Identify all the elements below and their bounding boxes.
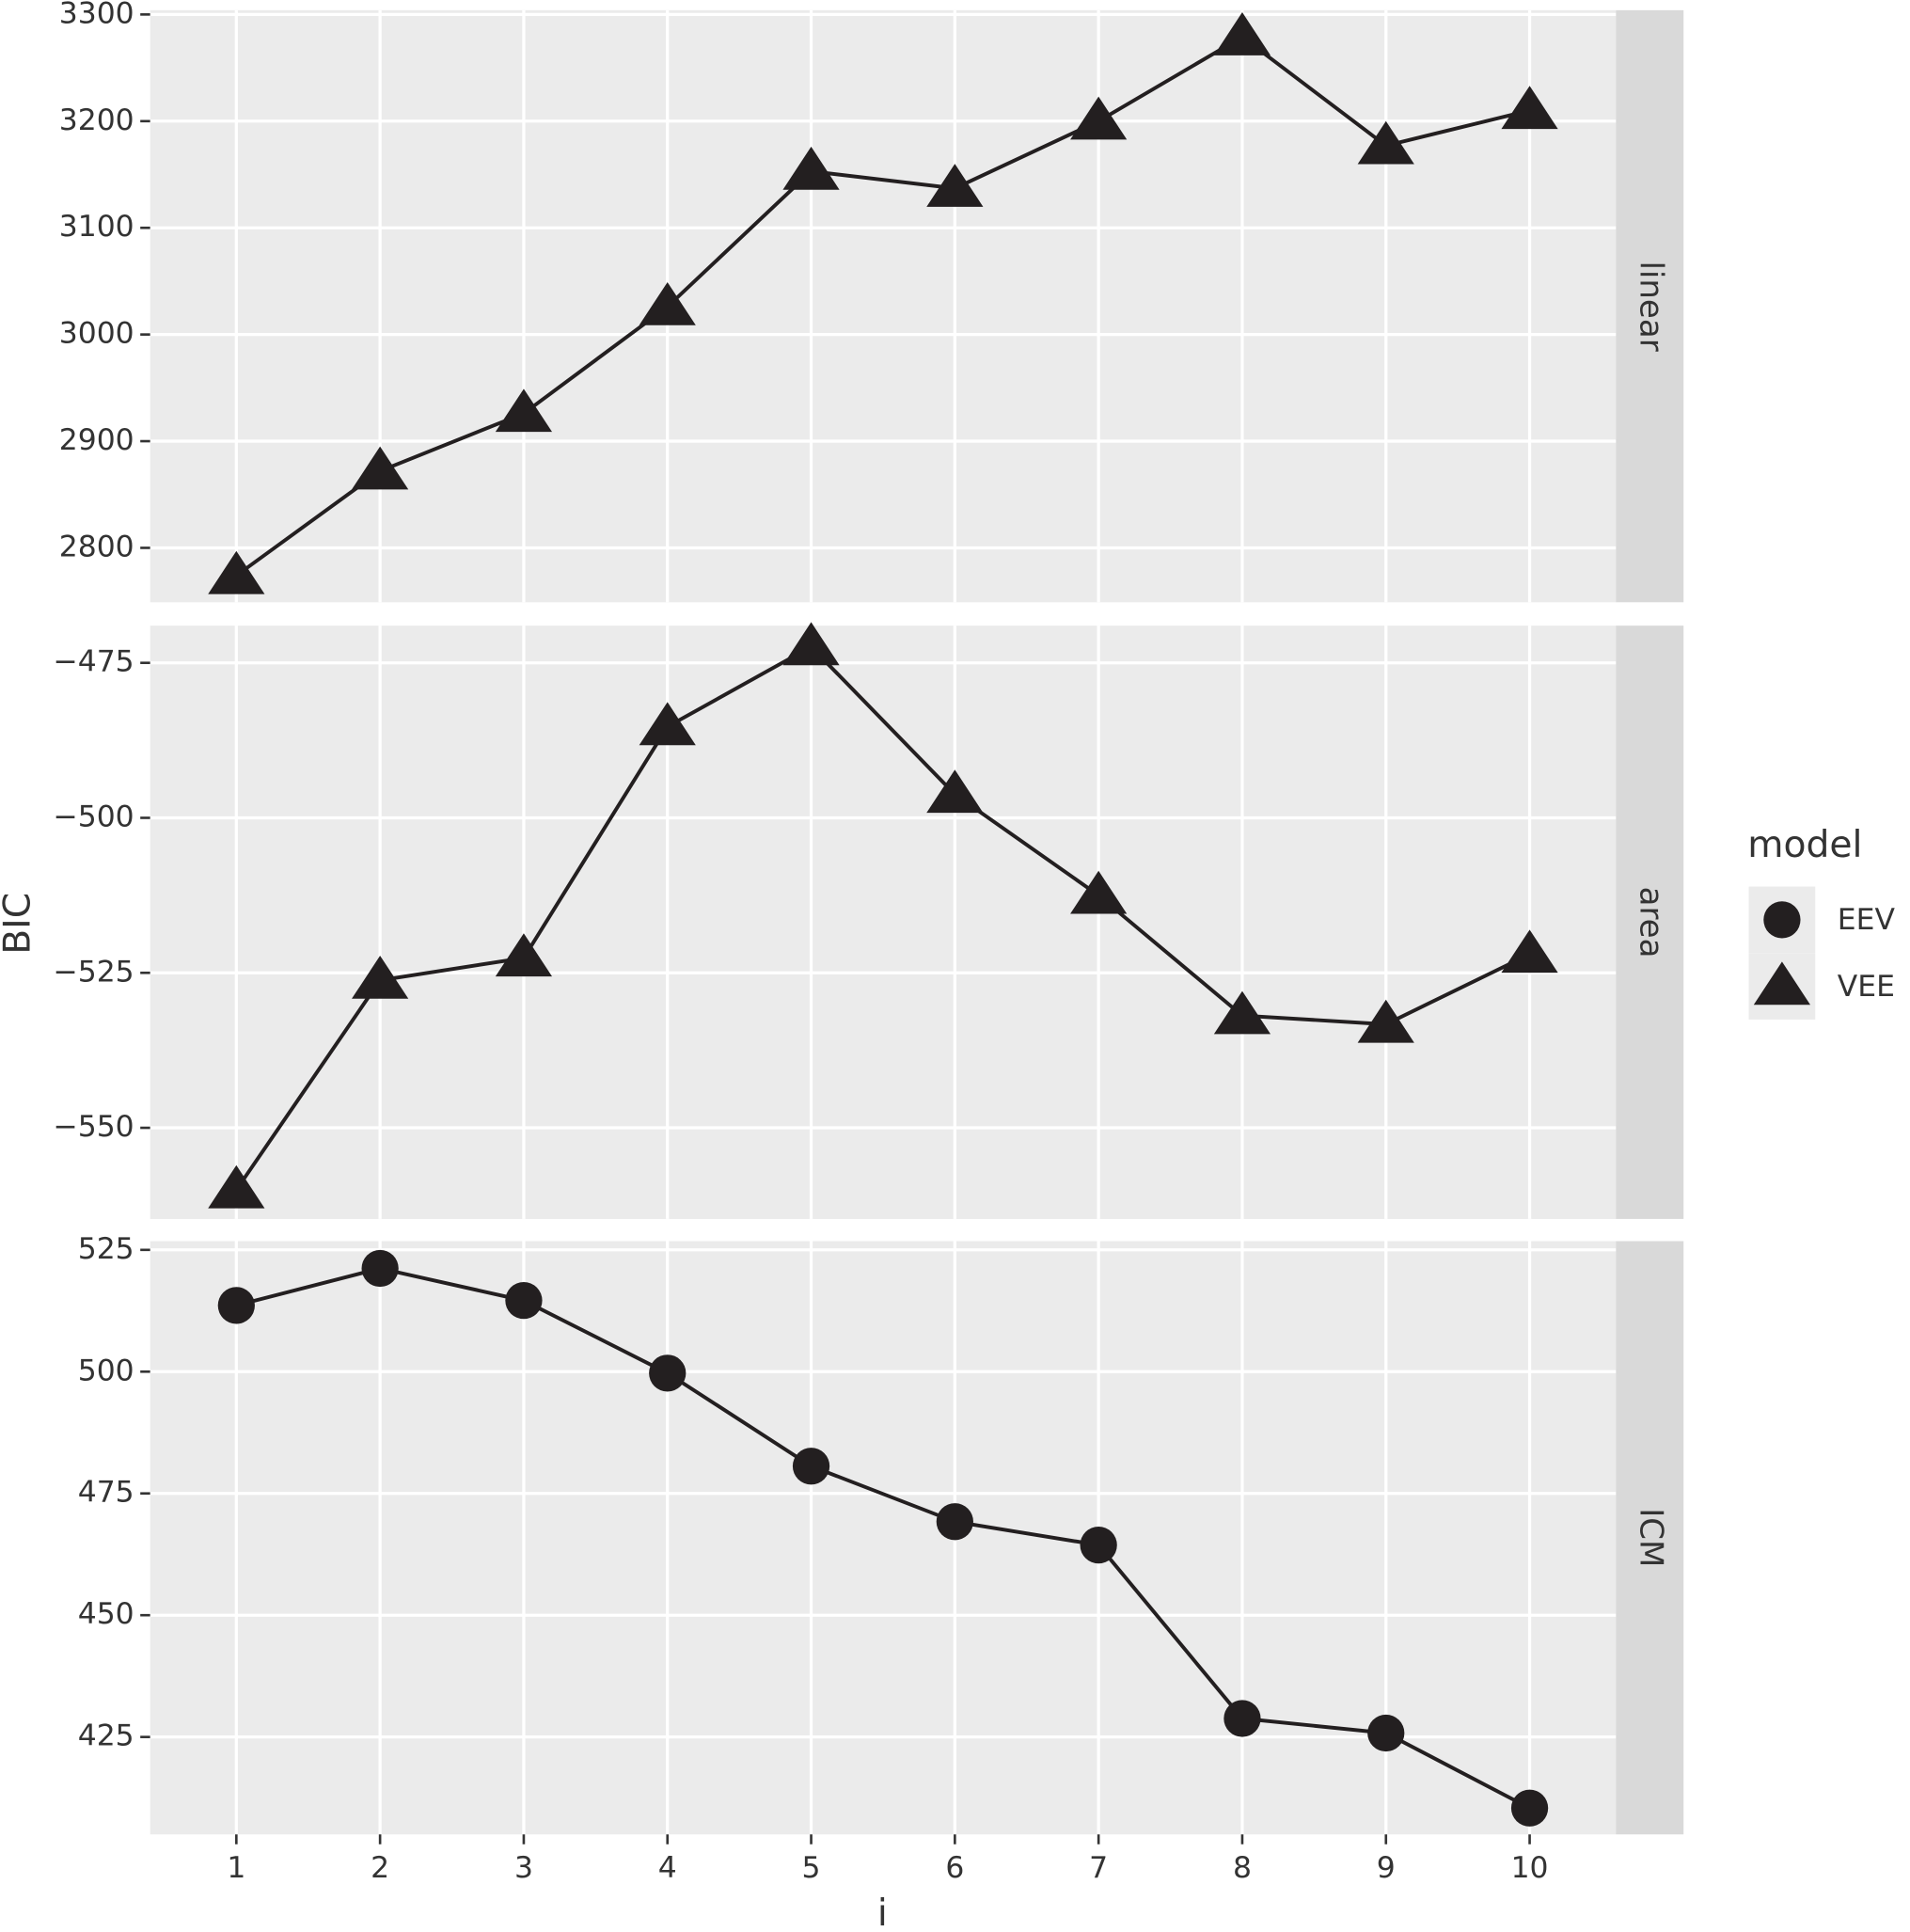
marker [1501,86,1558,130]
marker [792,1448,830,1485]
x-tick-label: 2 [371,1851,389,1885]
y-tick-label: −550 [53,1110,134,1144]
y-tick-label: 425 [78,1719,134,1753]
marker [505,1282,543,1320]
y-tick-label: 2900 [59,423,134,457]
x-axis-label: i [877,1892,888,1932]
marker [639,702,696,746]
strip [1616,1241,1684,1835]
marker [782,146,840,190]
strip [1616,9,1684,603]
x-tick-label: 4 [658,1851,677,1885]
marker [782,622,840,666]
y-tick-label: 3200 [59,103,134,137]
y-tick-label: 3300 [59,0,134,30]
marker [936,1503,973,1541]
x-tick-label: 1 [227,1851,245,1885]
series-line [234,644,1531,1192]
strip-label: ICM [1633,1508,1670,1567]
legend-label: EEV [1838,903,1896,937]
marker [1357,999,1414,1043]
x-tick-label: 9 [1377,1851,1396,1885]
x-tick-label: 10 [1511,1851,1549,1885]
marker [495,933,553,977]
marker [926,769,984,814]
marker [495,388,553,433]
marker [208,550,265,594]
marker [1070,870,1128,914]
marker [639,281,696,325]
marker [1070,96,1128,140]
y-tick-label: 2800 [59,530,134,563]
x-tick-label: 3 [514,1851,533,1885]
panel-background [150,9,1617,603]
marker [1367,1714,1405,1752]
x-tick-label: 5 [802,1851,821,1885]
marker [352,446,409,490]
y-tick-label: 3000 [59,317,134,351]
x-tick-label: 8 [1233,1851,1252,1885]
series-line [235,34,1531,578]
y-tick-label: 450 [78,1597,134,1631]
x-tick-label: 7 [1089,1851,1108,1885]
marker [1510,1789,1549,1827]
strip-label: area [1633,887,1670,958]
x-tick-label: 6 [945,1851,964,1885]
marker [352,955,409,999]
y-tick-label: −475 [53,645,134,679]
legend-title: model [1747,824,1862,866]
strip-label: linear [1633,261,1670,351]
strip [1616,626,1684,1219]
marker [649,1354,687,1392]
marker [1213,12,1271,55]
marker [208,1164,265,1209]
panel-background [150,626,1617,1219]
y-tick-label: 3100 [59,210,134,244]
y-tick-label: −500 [53,800,134,833]
y-axis-label: BIC [0,893,39,955]
legend-marker [1763,901,1801,939]
y-tick-label: 500 [78,1354,134,1387]
y-tick-label: 525 [78,1232,134,1266]
marker [1357,120,1414,165]
y-tick-label: −525 [53,955,134,989]
marker [361,1249,399,1288]
marker [217,1287,255,1324]
marker [1223,1700,1261,1737]
marker [926,164,984,207]
legend-marker [1753,961,1811,1006]
marker [1501,929,1558,974]
series-line [235,1266,1531,1811]
legend-label: VEE [1838,970,1895,1004]
y-tick-label: 475 [78,1476,134,1510]
marker [1213,990,1271,1035]
marker [1080,1526,1117,1564]
